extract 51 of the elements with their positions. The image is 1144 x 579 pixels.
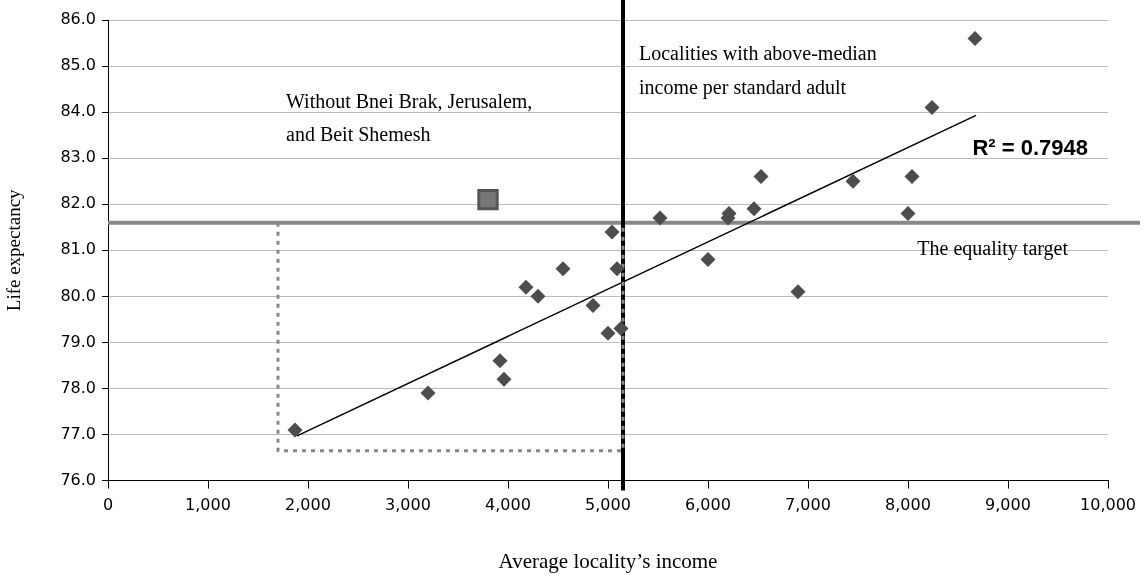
x-tick-label: 0	[102, 495, 114, 515]
point	[287, 422, 303, 438]
point	[492, 353, 508, 369]
annotation: Without Bnei Brak, Jerusalem, and Beit Shemesh	[286, 90, 533, 145]
y-tick-label: 78.0	[60, 377, 96, 397]
point	[609, 261, 625, 277]
point	[790, 284, 806, 300]
point	[900, 205, 916, 221]
point	[613, 321, 629, 337]
y-tick-label: 77.0	[60, 423, 96, 443]
point	[555, 261, 571, 277]
x-tick-label: 7,000	[785, 495, 831, 515]
point	[600, 325, 616, 341]
ref-line-label: Localities with above-median income per standard adult	[639, 42, 877, 99]
x-tick-label: 2,000	[285, 495, 331, 515]
y-tick-label: 81.0	[60, 239, 96, 259]
y-tick-label: 84.0	[60, 101, 96, 121]
x-tick-label: 1,000	[185, 495, 231, 515]
y-tick-label: 80.0	[60, 285, 96, 305]
point	[753, 169, 769, 185]
x-tick-label: 9,000	[985, 495, 1031, 515]
ref-line-label: The equality target	[917, 236, 1069, 260]
point	[967, 30, 983, 46]
point	[652, 210, 668, 226]
y-axis-title: Life expectancy	[3, 188, 25, 312]
point	[477, 188, 499, 211]
y-tick-label: 86.0	[60, 9, 96, 29]
x-tick-label: 3,000	[385, 495, 431, 515]
x-tick-label: 8,000	[885, 495, 931, 515]
y-tick-label: 85.0	[60, 55, 96, 75]
point	[604, 224, 620, 240]
annotation: R² = 0.7948	[972, 135, 1089, 161]
x-tick-label: 5,000	[585, 495, 631, 515]
point	[420, 385, 436, 401]
point	[746, 201, 762, 217]
x-tick-label: 10,000	[1080, 495, 1136, 515]
point	[530, 288, 546, 304]
x-axis-title: Average locality’s income	[498, 548, 718, 573]
point	[585, 298, 601, 314]
point	[904, 169, 920, 185]
y-tick-label: 83.0	[60, 147, 96, 167]
point	[496, 371, 512, 387]
x-tick-label: 6,000	[685, 495, 731, 515]
point	[700, 252, 716, 268]
y-tick-label: 76.0	[60, 469, 96, 489]
point	[518, 279, 534, 295]
x-tick-label: 4,000	[485, 495, 531, 515]
point	[845, 173, 861, 189]
y-tick-label: 79.0	[60, 331, 96, 351]
point	[924, 100, 940, 116]
y-tick-label: 82.0	[60, 193, 96, 213]
